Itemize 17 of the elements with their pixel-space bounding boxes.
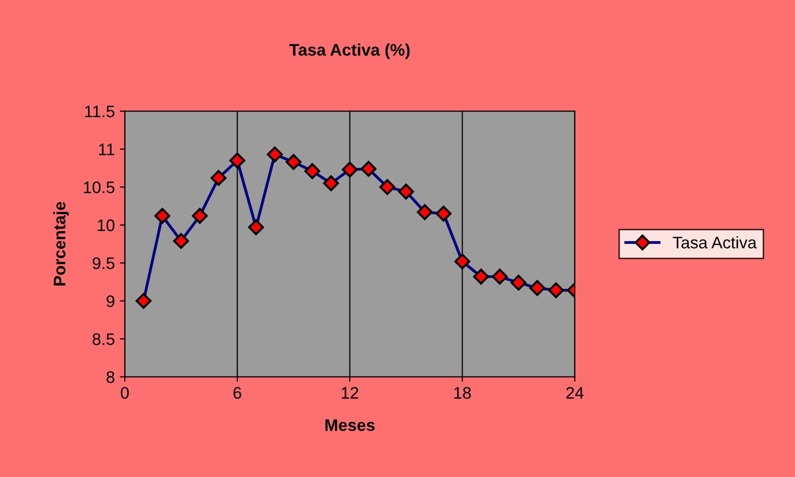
- y-axis-title: Porcentaje: [53, 202, 69, 286]
- y-tick-label: 10.5: [84, 181, 114, 194]
- y-tick-label: 11.5: [85, 106, 114, 118]
- x-tick-label: 18: [454, 386, 471, 399]
- x-tick-label: 24: [566, 386, 584, 399]
- x-tick-label: 0: [120, 386, 129, 399]
- legend-label: Tasa Activa: [672, 236, 757, 248]
- x-axis-title: Meses: [325, 419, 375, 431]
- y-tick-label: 9.5: [92, 257, 114, 270]
- x-tick-label: 12: [342, 386, 358, 399]
- y-tick-label: 11: [99, 144, 114, 156]
- y-tick-label: 10: [98, 219, 114, 232]
- chart-title: Tasa Activa (%): [289, 44, 410, 60]
- y-tick-label: 8.5: [92, 333, 114, 346]
- y-tick-label: 8: [106, 371, 114, 384]
- y-tick-label: 9: [106, 295, 114, 308]
- x-tick-label: 6: [234, 386, 242, 399]
